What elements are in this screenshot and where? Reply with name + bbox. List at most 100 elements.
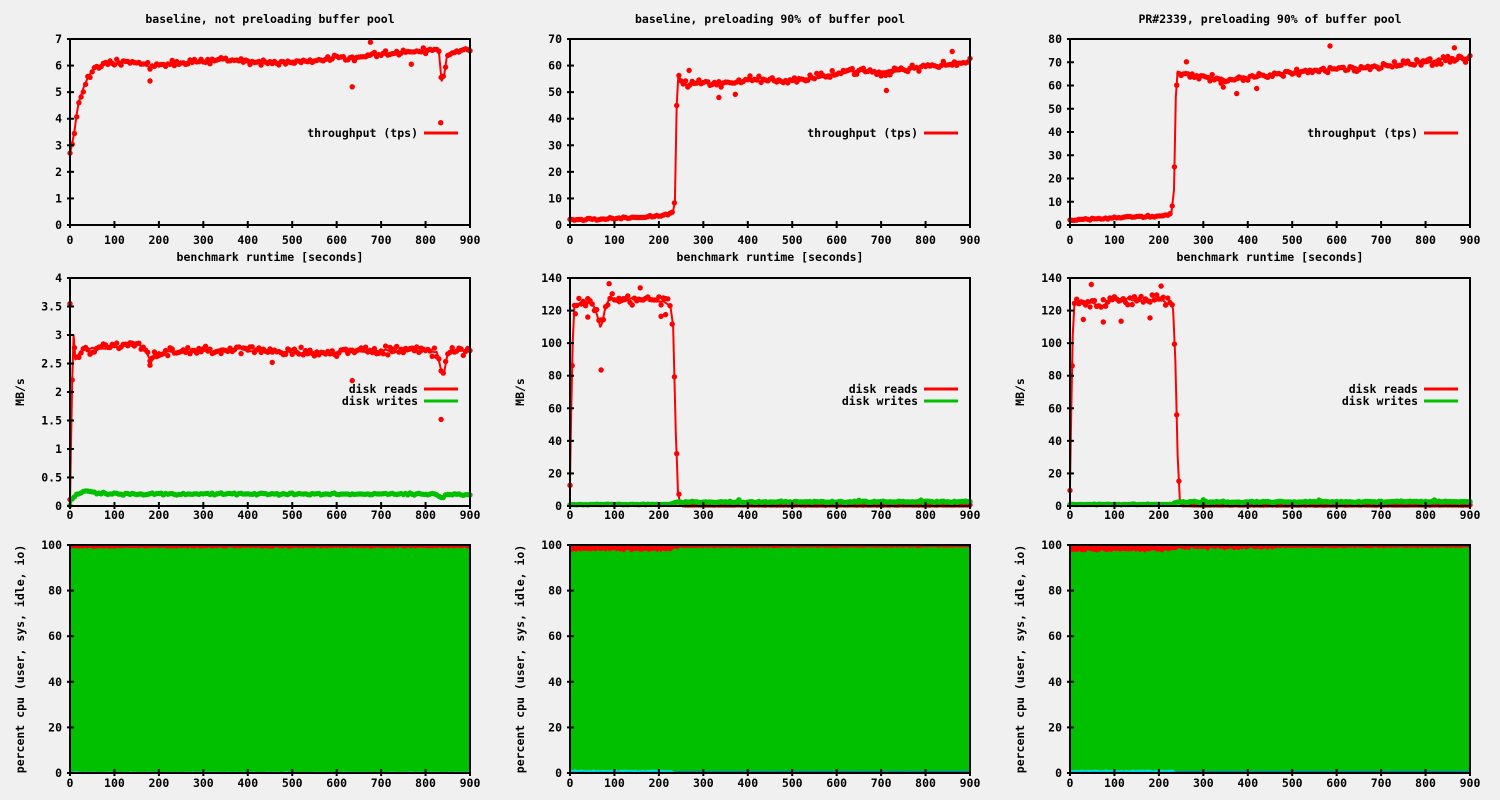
- y-tick-label: 140: [541, 271, 562, 285]
- y-tick-label: 0: [1055, 766, 1062, 780]
- y-tick-label: 2: [55, 385, 62, 399]
- y-tick-label: 5: [55, 85, 62, 99]
- cpu-baseline-nopreload-canvas: 0 100 200 300 400 500 600 700 800 900 0 20 40 60 80 100…: [13, 538, 480, 790]
- legend-label: disk reads: [1349, 382, 1418, 396]
- y-tick-label: 7: [55, 32, 62, 46]
- series-layer: [67, 301, 473, 509]
- x-tick-label: 500: [782, 233, 803, 247]
- outlier-point: [883, 87, 890, 94]
- cpu-pr2339-preload90: 0 100 200 300 400 500 600 700 800 900 0 20 40 60 80 100…: [1000, 530, 1500, 800]
- x-tick-label: 600: [826, 508, 847, 522]
- outlier-point: [598, 367, 604, 373]
- x-tick-label: 0: [1067, 233, 1074, 247]
- area-idle: [70, 547, 470, 773]
- x-tick-label: 400: [237, 233, 258, 247]
- y-tick-label: 120: [541, 304, 562, 318]
- y-tick-label: 4: [55, 271, 62, 285]
- x-tick-label: 200: [648, 776, 669, 790]
- legend-label: disk reads: [349, 382, 418, 396]
- x-tick-label: 900: [960, 508, 981, 522]
- throughput-baseline-nopreload: 0 100 200 300 400 500 600 700 800 900 0 1 2 3 4 5 6 7 base…: [0, 0, 500, 265]
- x-tick-label: 100: [104, 776, 125, 790]
- x-tick-label: 700: [1371, 508, 1392, 522]
- x-tick-label: 900: [1460, 233, 1481, 247]
- throughput-pr2339-preload90-canvas: 0 100 200 300 400 500 600 700 800 900 0 10 20 30 40 50 6…: [1048, 12, 1480, 264]
- x-tick-label: 400: [1237, 776, 1258, 790]
- x-tick-label: 900: [460, 776, 481, 790]
- axis-ticks: 0 100 200 300 400 500 600 700 800 900 0 20 40 60 80 100: [41, 538, 480, 790]
- outlier-point: [736, 497, 742, 503]
- outlier-point: [1254, 85, 1260, 92]
- y-tick-label: 3.5: [41, 300, 62, 314]
- y-tick-label: 0: [555, 218, 562, 232]
- axis-ticks: 0 100 200 300 400 500 600 700 800 900 0 20 40 60 80 100: [541, 538, 980, 790]
- outlier-point: [918, 497, 924, 503]
- y-axis-title: percent cpu (user, sys, idle, io): [1013, 545, 1027, 773]
- x-tick-label: 900: [1460, 776, 1481, 790]
- y-tick-label: 30: [548, 138, 562, 152]
- axis-ticks: 0 100 200 300 400 500 600 700 800 900 0 10 20 30 40 50 6…: [1048, 32, 1480, 247]
- y-tick-label: 40: [548, 675, 562, 689]
- y-tick-label: 20: [48, 720, 62, 734]
- throughput-pr2339-preload90: 0 100 200 300 400 500 600 700 800 900 0 10 20 30 40 50 6…: [1000, 0, 1500, 265]
- legend: throughput (tps): [807, 126, 958, 140]
- x-tick-label: 0: [567, 233, 574, 247]
- y-tick-label: 60: [548, 401, 562, 415]
- x-axis-title: benchmark runtime [seconds]: [177, 250, 364, 264]
- y-tick-label: 80: [1048, 584, 1062, 598]
- y-tick-label: 40: [48, 675, 62, 689]
- y-tick-label: 20: [1048, 720, 1062, 734]
- disk-io-baseline-nopreload-canvas: 0 100 200 300 400 500 600 700 800 900 0 0.5 1 1.5 2 2.5…: [13, 271, 480, 522]
- x-tick-label: 700: [871, 508, 892, 522]
- x-tick-label: 0: [67, 233, 74, 247]
- x-tick-label: 700: [1371, 776, 1392, 790]
- axis-ticks: 0 100 200 300 400 500 600 700 800 900 0 0.5 1 1.5 2 2.5…: [41, 271, 480, 522]
- outlier-point: [1183, 59, 1190, 65]
- series-layer: [1070, 545, 1470, 773]
- disk-io-baseline-preload90: 0 100 200 300 400 500 600 700 800 900 0 20 40 60 80 100…: [500, 265, 1000, 530]
- legend-label: disk writes: [842, 394, 918, 408]
- x-tick-label: 400: [237, 776, 258, 790]
- x-tick-label: 0: [567, 508, 574, 522]
- y-tick-label: 0: [55, 499, 62, 513]
- x-tick-label: 400: [1237, 233, 1258, 247]
- x-tick-label: 500: [282, 233, 303, 247]
- x-tick-label: 500: [782, 776, 803, 790]
- outlier-point: [856, 497, 862, 503]
- x-tick-label: 400: [737, 233, 758, 247]
- x-tick-label: 500: [782, 508, 803, 522]
- y-tick-label: 3: [55, 328, 62, 342]
- series-disk-writes: [67, 488, 473, 509]
- y-tick-label: 80: [1048, 369, 1062, 383]
- y-tick-label: 0: [555, 766, 562, 780]
- axis-ticks: 0 100 200 300 400 500 600 700 800 900 0 1 2 3 4 5 6 7: [55, 32, 480, 247]
- x-tick-label: 500: [1282, 233, 1303, 247]
- y-tick-label: 0: [55, 218, 62, 232]
- legend-label: throughput (tps): [307, 126, 418, 140]
- series-layer: [1067, 43, 1473, 223]
- y-tick-label: 40: [1048, 434, 1062, 448]
- x-tick-label: 300: [193, 776, 214, 790]
- axis-ticks: 0 100 200 300 400 500 600 700 800 900 0 20 40 60 80 100…: [541, 271, 980, 522]
- x-tick-label: 200: [148, 233, 169, 247]
- y-tick-label: 100: [541, 336, 562, 350]
- legend-label: throughput (tps): [1307, 126, 1418, 140]
- outlier-point: [949, 48, 955, 55]
- x-tick-label: 700: [871, 233, 892, 247]
- x-tick-label: 200: [1148, 776, 1169, 790]
- outlier-point: [269, 359, 275, 366]
- outlier-point: [572, 311, 578, 317]
- y-tick-label: 140: [1041, 271, 1062, 285]
- x-tick-label: 800: [415, 776, 436, 790]
- x-tick-label: 0: [567, 776, 574, 790]
- chart-title: PR#2339, preloading 90% of buffer pool: [1138, 12, 1401, 26]
- y-tick-label: 100: [1041, 336, 1062, 350]
- x-tick-label: 500: [282, 508, 303, 522]
- outlier-point: [147, 362, 153, 368]
- x-axis-title: benchmark runtime [seconds]: [1177, 250, 1364, 264]
- outlier-point: [1431, 497, 1438, 503]
- x-tick-label: 100: [604, 776, 625, 790]
- x-tick-label: 100: [604, 233, 625, 247]
- y-tick-label: 30: [1048, 148, 1062, 162]
